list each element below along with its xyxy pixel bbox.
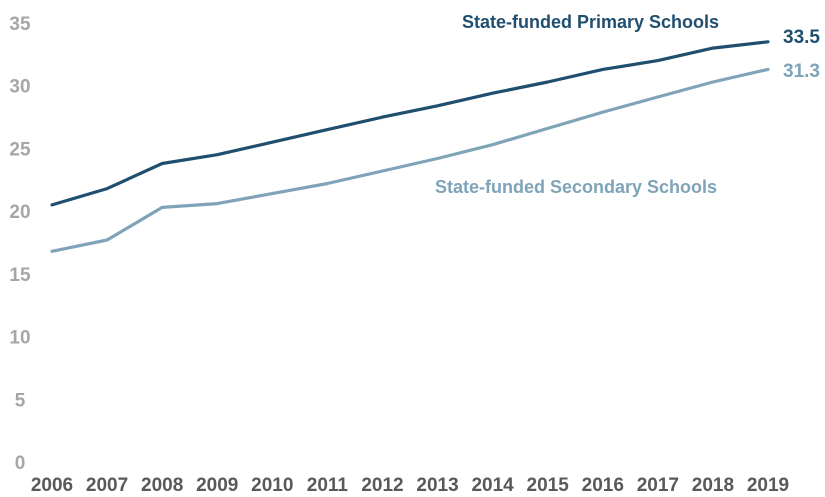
data-point xyxy=(766,40,770,44)
series-label-secondary: State-funded Secondary Schools xyxy=(435,177,717,197)
end-value-label-secondary: 31.3 xyxy=(783,61,820,82)
data-point xyxy=(50,203,54,207)
data-point xyxy=(380,115,384,119)
x-tick-label: 2008 xyxy=(141,475,183,496)
data-point xyxy=(215,153,219,157)
x-tick-label: 2009 xyxy=(196,475,238,496)
data-point xyxy=(270,192,274,196)
data-point xyxy=(325,182,329,186)
data-point xyxy=(766,67,770,71)
y-tick-label: 35 xyxy=(9,14,31,35)
data-point xyxy=(270,140,274,144)
series-lines xyxy=(50,40,770,253)
x-tick-label: 2013 xyxy=(416,475,458,496)
end-value-label-primary: 33.5 xyxy=(783,27,820,48)
data-point xyxy=(601,110,605,114)
data-point xyxy=(105,187,109,191)
x-tick-label: 2016 xyxy=(582,475,624,496)
x-tick-label: 2017 xyxy=(637,475,679,496)
x-tick-label: 2015 xyxy=(527,475,570,496)
data-point xyxy=(50,249,54,253)
data-point xyxy=(160,205,164,209)
y-tick-label: 20 xyxy=(9,202,30,223)
data-point xyxy=(160,161,164,165)
data-point xyxy=(546,80,550,84)
x-axis-ticks: 2006 2007 2008 2009 2010 2011 2012 2013 2014 2015… xyxy=(31,475,789,496)
x-tick-label: 2010 xyxy=(251,475,293,496)
y-tick-label: 30 xyxy=(9,77,30,98)
x-tick-label: 2014 xyxy=(471,475,514,496)
series-line-secondary xyxy=(50,67,770,253)
data-point xyxy=(491,143,495,147)
series-line-primary xyxy=(50,40,770,207)
data-point xyxy=(105,238,109,242)
x-tick-label: 2019 xyxy=(747,475,789,496)
data-point xyxy=(656,59,660,63)
data-point xyxy=(601,67,605,71)
data-point xyxy=(491,91,495,95)
data-point xyxy=(436,104,440,108)
data-point xyxy=(711,46,715,50)
y-tick-label: 0 xyxy=(15,453,26,474)
x-tick-label: 2018 xyxy=(692,475,734,496)
x-tick-label: 2012 xyxy=(361,475,403,496)
y-tick-label: 10 xyxy=(9,328,30,349)
data-point xyxy=(215,202,219,206)
y-tick-label: 5 xyxy=(15,390,26,411)
x-tick-label: 2006 xyxy=(31,475,73,496)
x-tick-label: 2007 xyxy=(86,475,128,496)
x-tick-label: 2011 xyxy=(307,475,349,496)
series-labels: State-funded Primary Schools State-funded… xyxy=(435,12,820,197)
data-point xyxy=(380,169,384,173)
series-label-primary: State-funded Primary Schools xyxy=(462,12,719,32)
data-point xyxy=(656,95,660,99)
y-tick-label: 25 xyxy=(9,139,31,160)
data-point xyxy=(436,156,440,160)
y-axis-ticks: 0 5 10 15 20 25 30 35 xyxy=(9,14,31,474)
y-tick-label: 15 xyxy=(9,265,31,286)
data-point xyxy=(325,128,329,132)
data-point xyxy=(546,126,550,130)
data-point xyxy=(711,80,715,84)
